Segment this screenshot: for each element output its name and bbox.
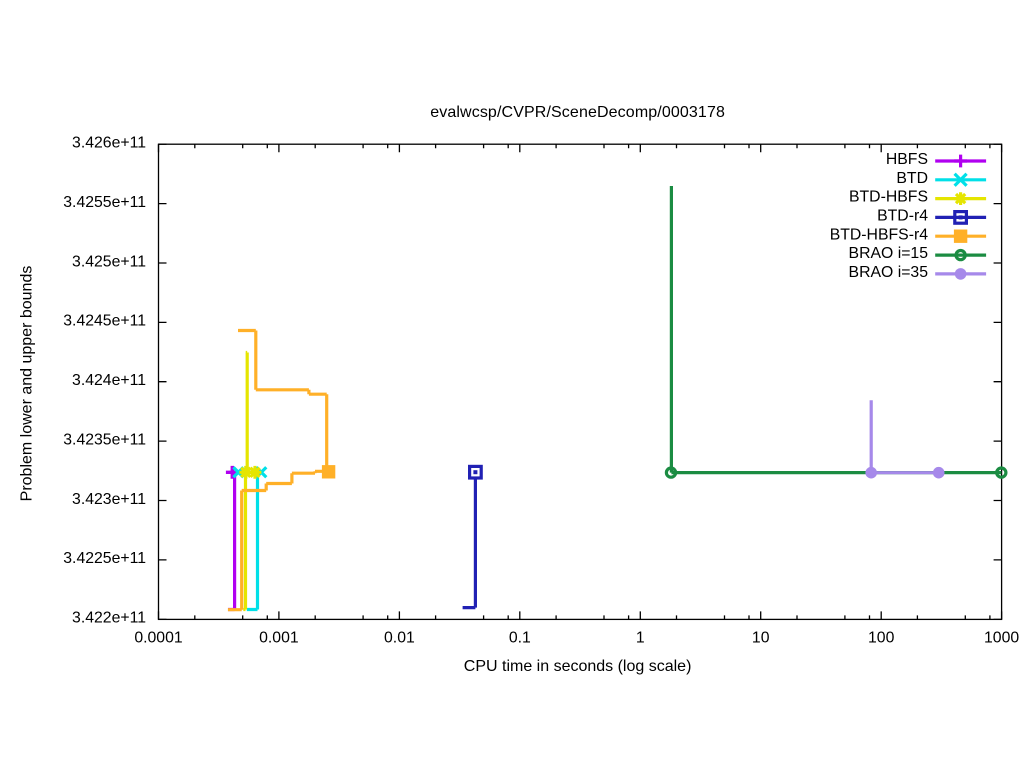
svg-text:0.01: 0.01 [384,630,415,647]
svg-text:1: 1 [636,630,645,647]
svg-text:3.424e+11: 3.424e+11 [72,372,146,389]
svg-text:3.425e+11: 3.425e+11 [72,253,146,270]
svg-text:evalwcsp/CVPR/SceneDecomp/0003: evalwcsp/CVPR/SceneDecomp/0003178 [430,104,725,121]
svg-text:Problem lower and upper bounds: Problem lower and upper bounds [19,266,36,502]
svg-text:1000: 1000 [984,630,1019,647]
svg-text:3.4225e+11: 3.4225e+11 [63,550,146,567]
svg-text:0.001: 0.001 [259,630,299,647]
svg-text:0.1: 0.1 [509,630,531,647]
svg-text:3.426e+11: 3.426e+11 [72,135,146,152]
svg-text:BTD-r4: BTD-r4 [877,208,928,225]
svg-text:3.423e+11: 3.423e+11 [72,491,146,508]
svg-text:10: 10 [752,630,770,647]
svg-text:3.422e+11: 3.422e+11 [72,610,146,627]
svg-text:BTD-HBFS: BTD-HBFS [849,189,928,206]
svg-text:3.4235e+11: 3.4235e+11 [63,431,146,448]
svg-text:BRAO i=35: BRAO i=35 [849,264,929,281]
svg-text:BTD: BTD [896,170,928,187]
svg-text:0.0001: 0.0001 [134,630,183,647]
svg-text:3.4255e+11: 3.4255e+11 [63,194,146,211]
svg-text:BTD-HBFS-r4: BTD-HBFS-r4 [830,226,929,243]
svg-text:CPU time in seconds (log scale: CPU time in seconds (log scale) [464,658,692,675]
svg-text:HBFS: HBFS [886,151,928,168]
svg-text:BRAO i=15: BRAO i=15 [849,245,929,262]
svg-text:3.4245e+11: 3.4245e+11 [63,313,146,330]
svg-text:100: 100 [868,630,895,647]
